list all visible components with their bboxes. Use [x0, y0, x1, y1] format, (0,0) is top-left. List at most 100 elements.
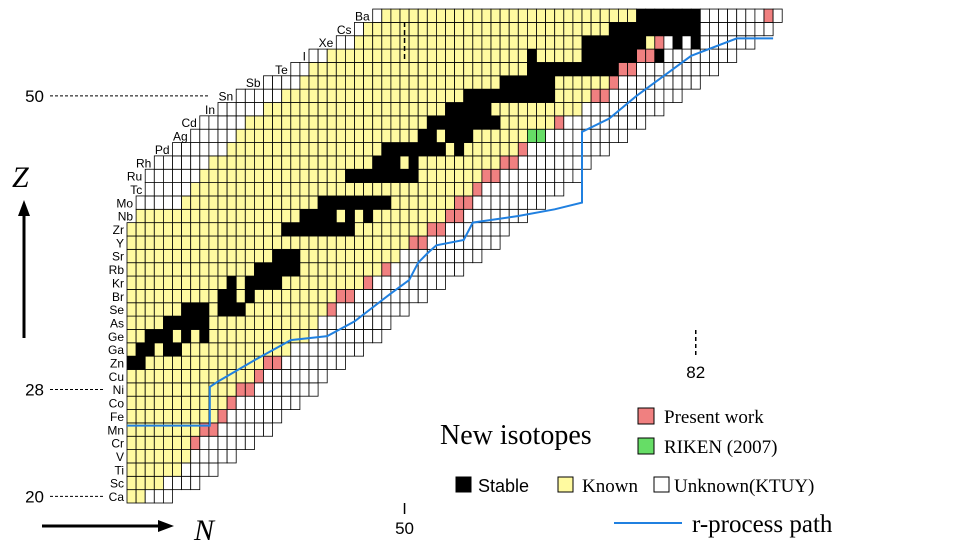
cell-unknown-z30-n39 — [299, 355, 310, 370]
cell-unknown-z22-n28 — [199, 462, 210, 477]
cell-known-z49-n68 — [563, 102, 574, 117]
cell-known-z50-n49 — [390, 88, 401, 103]
n-axis: N — [42, 514, 216, 547]
cell-stable-z47-n53 — [426, 128, 437, 143]
cell-known-z52-n58 — [472, 62, 483, 77]
cell-unknown-z26-n33 — [244, 409, 255, 424]
cell-known-z40-n51 — [408, 222, 419, 237]
n-axis-arrowhead — [158, 520, 174, 532]
cell-unknown-z52-n81 — [681, 62, 692, 77]
cell-unknown-z50-n36 — [272, 88, 283, 103]
cell-known-z42-n30 — [217, 195, 228, 210]
cell-unknown-z53-n80 — [672, 48, 683, 63]
cell-known-z46-n39 — [299, 142, 310, 157]
cell-known-z29-n25 — [172, 369, 183, 384]
cell-known-z35-n32 — [235, 288, 246, 304]
cell-unknown-z31-n41 — [317, 342, 328, 357]
cell-stable-z52-n66 — [545, 62, 556, 77]
cell-known-z54-n64 — [527, 35, 537, 50]
cell-known-z47-n60 — [490, 128, 501, 143]
cell-unknown-z43-n67 — [554, 182, 565, 197]
cell-known-z45-n59 — [481, 155, 492, 170]
cell-known-z45-n31 — [226, 155, 237, 170]
cell-stable-z48-n57 — [463, 115, 474, 130]
cell-known-z24-n25 — [172, 435, 183, 451]
cell-unknown-z38-n57 — [463, 248, 474, 264]
cell-known-z52-n61 — [499, 62, 510, 77]
cell-unknown-z56-n85 — [718, 8, 729, 23]
cell-known-z50-n45 — [354, 88, 365, 103]
magic-n-label-82: 82 — [686, 363, 705, 382]
cell-known-z39-n29 — [208, 235, 219, 250]
cell-unknown-z48-n32 — [235, 115, 246, 130]
cell-unknown-z34-n45 — [354, 302, 365, 317]
cell-known-z54-n56 — [454, 35, 465, 50]
cell-known-z35-n28 — [199, 288, 210, 304]
cell-stable-z32-n28 — [199, 329, 210, 344]
cell-stable-z56-n76 — [636, 8, 647, 23]
cell-known-z40-n46 — [363, 222, 374, 237]
cell-known-z53-n44 — [344, 48, 355, 63]
cell-known-z36-n39 — [299, 275, 310, 290]
cell-stable-z52-n69 — [572, 62, 583, 77]
cell-known-z30-n30 — [217, 355, 228, 370]
cell-known-z46-n32 — [235, 142, 246, 157]
cell-unknown-z30-n41 — [317, 355, 328, 370]
cell-known-z50-n43 — [335, 88, 346, 103]
cell-unknown-z52-n82 — [690, 62, 701, 77]
cell-known-z50-n51 — [408, 88, 419, 103]
cell-known-z37-n32 — [235, 262, 246, 277]
cell-unknown-z52-n39 — [299, 62, 310, 77]
cell-present-z35-n43 — [335, 288, 346, 304]
cell-unknown-z28-n38 — [290, 382, 301, 397]
legend-label-present: Present work — [664, 407, 764, 428]
cell-unknown-z53-n41 — [317, 48, 328, 63]
cell-known-z41-n23 — [153, 208, 164, 224]
cell-unknown-z46-n28 — [199, 142, 210, 157]
cell-stable-z31-n25 — [172, 342, 183, 357]
legend-label-stable: Stable — [478, 476, 529, 496]
cell-stable-z52-n70 — [581, 62, 592, 77]
cell-known-z55-n65 — [536, 21, 547, 37]
cell-known-z38-n26 — [181, 248, 192, 264]
cell-stable-z45-n47 — [372, 155, 383, 170]
cell-unknown-z21-n24 — [162, 475, 173, 491]
cell-present-z53-n76 — [636, 48, 647, 63]
cell-unknown-z48-n31 — [226, 115, 237, 130]
cell-unknown-z51-n75 — [627, 75, 638, 90]
cell-stable-z40-n37 — [281, 222, 292, 237]
cell-known-z33-n34 — [253, 315, 264, 330]
cell-known-z34-n41 — [317, 302, 328, 317]
cell-known-z52-n54 — [435, 62, 446, 77]
cell-known-z35-n35 — [263, 288, 274, 304]
cell-known-z38-n43 — [335, 248, 346, 264]
cell-unknown-z42-n21 — [135, 195, 146, 210]
cell-known-z37-n46 — [363, 262, 374, 277]
cell-unknown-z43-n26 — [181, 182, 192, 197]
cell-known-z39-n43 — [335, 235, 346, 250]
cell-known-z44-n56 — [454, 168, 465, 184]
cell-known-z41-n43 — [335, 208, 346, 224]
cell-known-z53-n42 — [326, 48, 337, 63]
cell-unknown-z37-n54 — [435, 262, 446, 277]
cell-known-z49-n61 — [499, 102, 510, 117]
cell-unknown-z54-n43 — [335, 35, 346, 50]
cell-unknown-z50-n34 — [253, 88, 264, 103]
cell-known-z44-n40 — [308, 168, 319, 184]
cell-known-z38-n22 — [144, 248, 155, 264]
cell-known-z48-n65 — [536, 115, 547, 130]
cell-known-z51-n42 — [326, 75, 337, 90]
cell-known-z43-n47 — [372, 182, 383, 197]
cell-present-z54-n78 — [654, 35, 665, 50]
cell-unknown-z43-n65 — [536, 182, 547, 197]
cell-known-z30-n31 — [226, 355, 237, 370]
cell-known-z42-n27 — [190, 195, 201, 210]
cell-known-z56-n50 — [399, 8, 410, 23]
cell-known-z50-n55 — [445, 88, 456, 103]
cell-stable-z52-n72 — [599, 62, 610, 77]
cell-known-z55-n55 — [445, 21, 456, 37]
cell-unknown-z40-n60 — [490, 222, 501, 237]
cell-known-z56-n65 — [536, 8, 547, 23]
cell-known-z37-n39 — [299, 262, 310, 277]
cell-known-z37-n25 — [172, 262, 183, 277]
